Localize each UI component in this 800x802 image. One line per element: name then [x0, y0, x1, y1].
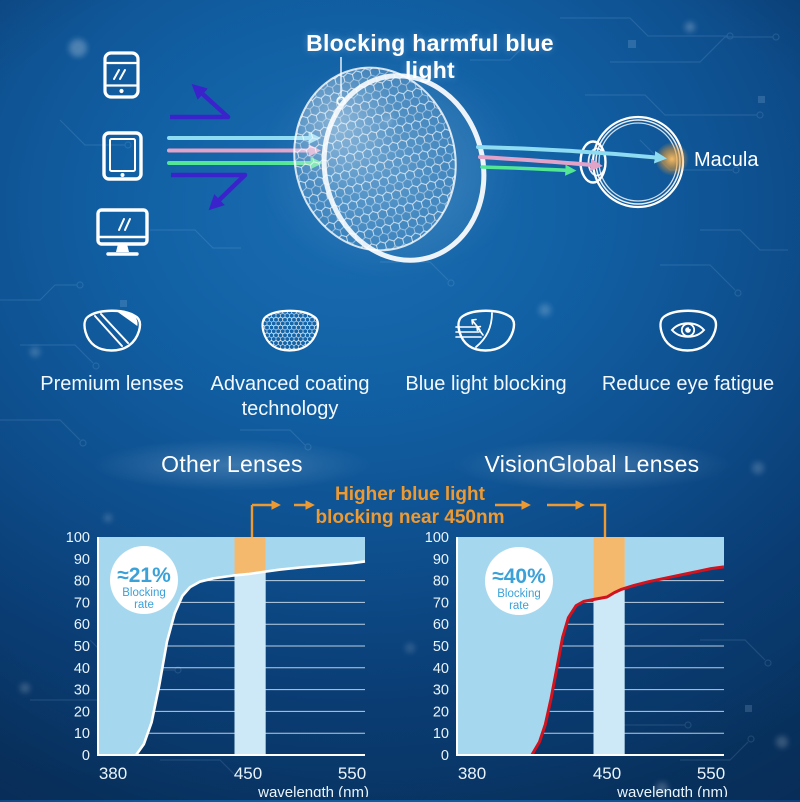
x-tick-label: 380 [99, 764, 127, 783]
macula-glow [655, 142, 689, 176]
band-highlight-orange [593, 537, 625, 600]
x-axis-title: wavelength (nm) [616, 784, 728, 797]
right-chart-title: VisionGlobal Lenses [432, 451, 752, 478]
macula-label: Macula [694, 149, 759, 171]
reflected-blue-ray-arrows [170, 83, 248, 211]
hero-diagram [96, 51, 689, 281]
chart-visionglobal-lenses: 0 10 20 30 40 50 60 70 80 90 100 380 450 550 wavelengt… [419, 529, 749, 802]
eye-in-lens-icon [659, 309, 718, 352]
y-tick-label: 70 [74, 595, 90, 611]
x-tick-label: 550 [338, 764, 366, 783]
y-tick-label: 80 [74, 574, 90, 590]
y-tick-label: 90 [74, 552, 90, 568]
feature-advanced-coating: Advanced coating technology [190, 306, 390, 422]
badge-value: ≈21% [117, 564, 171, 587]
left-chart-title: Other Lenses [72, 451, 392, 478]
hero-title: Blocking harmful blue light [306, 30, 554, 83]
y-tick-label: 10 [74, 726, 90, 742]
y-tick-label: 100 [425, 530, 449, 546]
feature-blue-light-blocking: Blue light blocking [386, 306, 586, 397]
feature-reduce-eye-fatigue: Reduce eye fatigue [588, 306, 788, 397]
x-tick-label: 450 [234, 764, 262, 783]
badge-label: rate [134, 599, 154, 611]
y-tick-label: 40 [74, 661, 90, 677]
y-tick-label: 30 [433, 683, 449, 699]
band-highlight-orange [234, 537, 266, 576]
y-tick-label: 100 [66, 530, 90, 546]
annotation-line2: blocking near 450nm [315, 507, 505, 528]
y-tick-label: 40 [433, 661, 449, 677]
pink-ray-blocked [478, 155, 603, 172]
chart-other-lenses: 0 10 20 30 40 50 60 70 80 90 100 380 450 550 wavelengt… [60, 529, 390, 802]
premium-lens-icon [83, 309, 142, 352]
green-ray-blocked [480, 164, 577, 176]
blocking-rate-badge [485, 547, 553, 615]
y-tick-label: 60 [74, 617, 90, 633]
blocking-curve [530, 565, 725, 756]
badge-label: Blocking [497, 588, 540, 600]
y-tick-label: 50 [74, 639, 90, 655]
axes [456, 537, 724, 756]
chart-svg-other-lenses: 0 10 20 30 40 50 60 70 80 90 100 380 450 550wavelengt… [66, 530, 369, 801]
ray-deflection-lens-icon [455, 309, 516, 352]
y-tick-label: 0 [441, 748, 449, 764]
smartphone-icon [103, 51, 140, 99]
cyan-ray-through [476, 145, 667, 164]
x-tick-label: 450 [593, 764, 621, 783]
transmitted-light-rays [476, 145, 667, 176]
y-tick-label: 60 [433, 617, 449, 633]
badge-label: Blocking [122, 587, 165, 599]
annotation-line1: Higher blue light [335, 484, 485, 505]
feature-label: Premium lenses [40, 373, 184, 395]
blocking-rate-badge [110, 546, 178, 614]
y-tick-label: 20 [433, 704, 449, 720]
annotation-450nm: Higher blue light blocking near 450nm [250, 483, 570, 529]
x-axis-title: wavelength (nm) [257, 784, 369, 797]
feature-label: Blue light blocking [405, 373, 567, 395]
y-tick-label: 10 [433, 726, 449, 742]
monitor-icon [96, 208, 149, 256]
y-tick-label: 20 [74, 704, 90, 720]
blocking-curve [135, 560, 366, 756]
y-tick-label: 30 [74, 683, 90, 699]
feature-label: Reduce eye fatigue [601, 373, 775, 395]
y-tick-label: 50 [433, 639, 449, 655]
y-tick-label: 80 [433, 574, 449, 590]
badge-label: rate [509, 600, 529, 612]
chart-svg-visionglobal-lenses: 0 10 20 30 40 50 60 70 80 90 100 380 450 550wavelengt… [425, 530, 728, 801]
x-tick-label: 380 [458, 764, 486, 783]
y-tick-label: 0 [82, 748, 90, 764]
honeycomb-coating-icon [261, 309, 320, 352]
feature-premium-lenses: Premium lenses [12, 306, 212, 397]
tablet-icon [102, 131, 143, 181]
y-tick-label: 70 [433, 595, 449, 611]
coated-lens-honeycomb-icon [257, 51, 527, 281]
axes [97, 537, 365, 756]
x-tick-label: 550 [697, 764, 725, 783]
feature-label: Advanced coating technology [210, 373, 370, 420]
y-tick-label: 90 [433, 552, 449, 568]
badge-value: ≈40% [492, 565, 546, 588]
